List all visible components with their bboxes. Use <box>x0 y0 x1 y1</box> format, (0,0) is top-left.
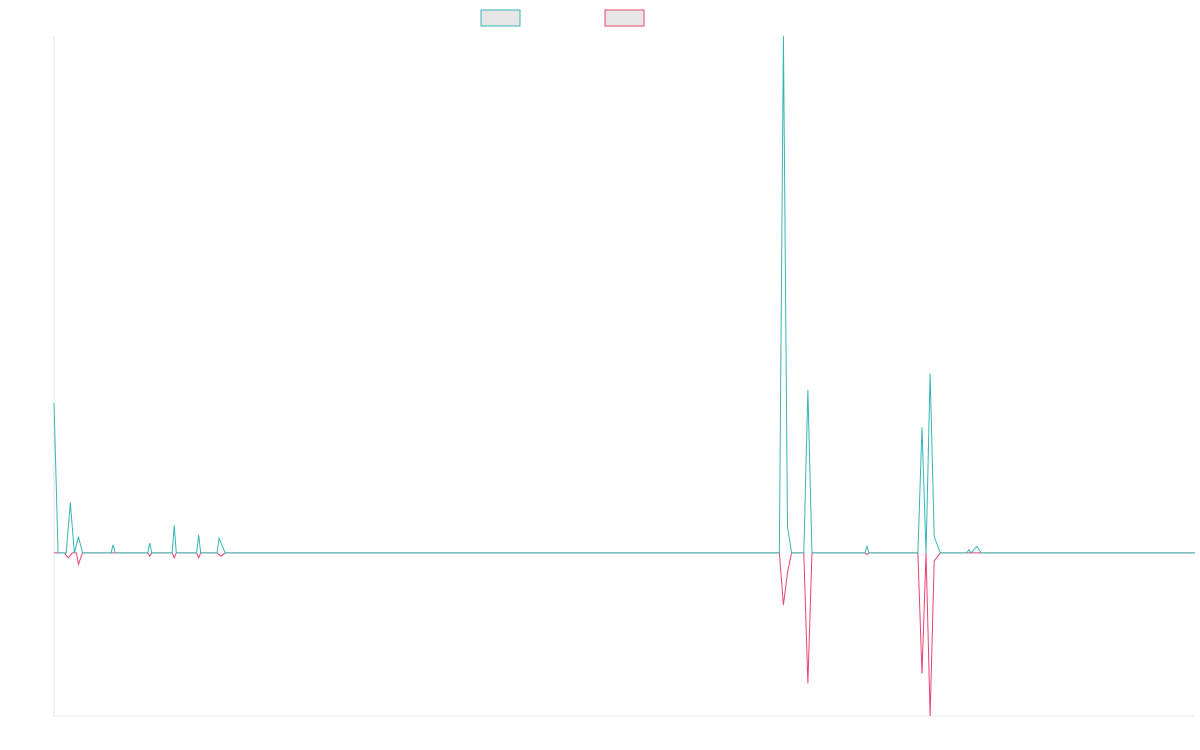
series-line-2 <box>54 552 1195 717</box>
series-line-1 <box>53 35 1195 554</box>
series-layer <box>53 35 1195 717</box>
legend <box>480 9 645 27</box>
legend-swatch-2[interactable] <box>604 9 645 27</box>
legend-swatch-1[interactable] <box>480 9 521 27</box>
